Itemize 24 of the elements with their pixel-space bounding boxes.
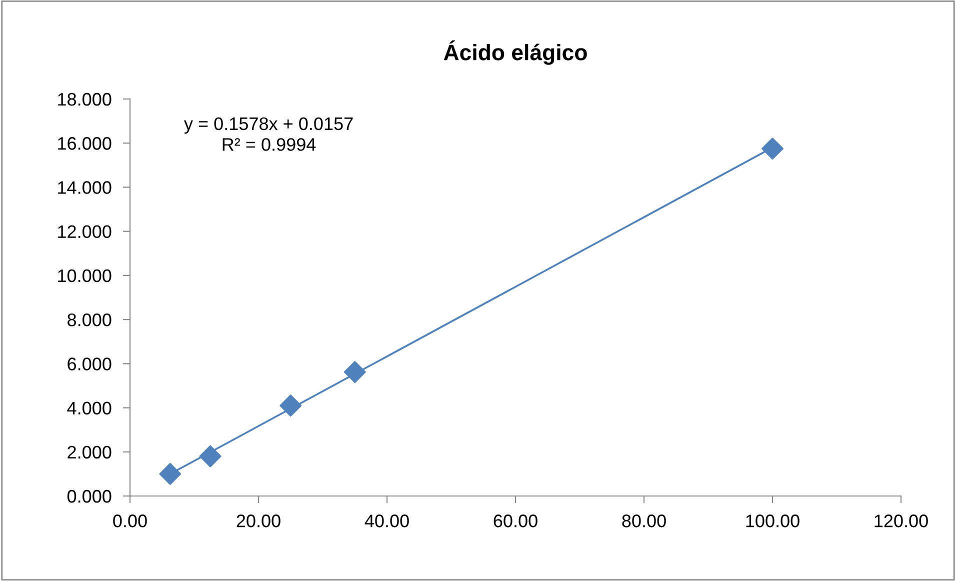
x-tick-label: 20.00 xyxy=(236,514,280,528)
point xyxy=(762,138,784,160)
point xyxy=(344,361,366,384)
chart-title: Ácido elágico xyxy=(444,40,587,65)
x-tick-label: 120.00 xyxy=(874,514,928,528)
y-tick-label: 4.000 xyxy=(67,402,112,414)
x-tick-label: 0.00 xyxy=(113,514,147,528)
x-tick-label: 100.00 xyxy=(746,514,800,528)
y-tick-label: 6.000 xyxy=(68,358,112,370)
x-tick-label: 80.00 xyxy=(622,514,666,528)
y-tick-label: 0.000 xyxy=(67,490,112,503)
y-tick-label: 8.000 xyxy=(68,313,112,326)
point xyxy=(159,462,182,485)
y-tick-label: 14.000 xyxy=(58,181,112,194)
y-tick-label: 2.000 xyxy=(68,446,112,459)
y-tick-label: 10.000 xyxy=(58,269,112,282)
x-tick-label: 60.00 xyxy=(494,514,538,528)
point xyxy=(280,394,302,417)
annotation: y = 0.1578x + 0.0157 R² = 0.9994 xyxy=(184,117,353,151)
y-tick-label: 16.000 xyxy=(58,137,112,150)
y-tick-label: 18.000 xyxy=(58,92,112,106)
x-tick-label: 40.00 xyxy=(364,514,409,528)
point xyxy=(199,445,222,468)
y-tick-label: 12.000 xyxy=(58,225,112,238)
